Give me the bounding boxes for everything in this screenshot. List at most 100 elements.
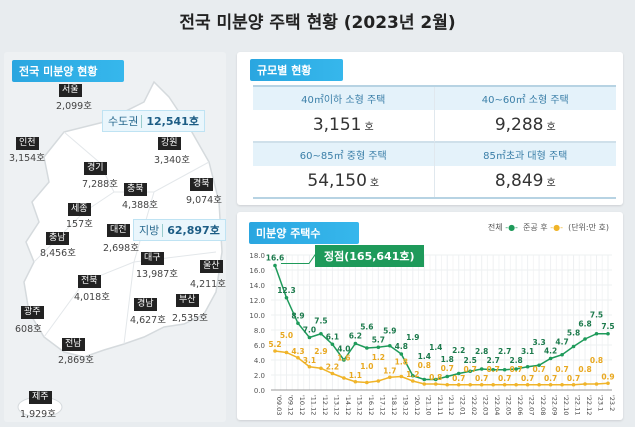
region-value: 3,154호: [9, 153, 45, 164]
data-label: 2.5: [464, 356, 477, 365]
data-point: [525, 364, 530, 369]
region-value: 3,340호: [154, 155, 190, 166]
region-value: 7,288호: [82, 179, 118, 190]
provinces-summary: 지방 62,897호: [133, 219, 226, 241]
data-point: [342, 358, 346, 362]
data-point: [502, 382, 507, 387]
region-value: 1,929호: [20, 409, 56, 420]
data-point: [273, 349, 277, 353]
data-label: 4.3: [291, 347, 304, 356]
data-label: 1.7: [383, 366, 396, 375]
size-cell: 85㎡초과 대형 주택 8,849 호: [434, 143, 616, 197]
data-point: [445, 382, 450, 387]
region-label: 인천: [16, 137, 39, 150]
data-label: 0.7: [475, 374, 488, 383]
region-label: 강원: [158, 137, 181, 150]
region-value: 2,099호: [56, 101, 92, 112]
unit: 호: [546, 178, 556, 189]
size-label: 40㎡이하 소형 주택: [253, 87, 434, 110]
data-point: [594, 382, 599, 386]
data-label: 7.0: [303, 326, 316, 335]
data-point: [296, 355, 300, 360]
data-label: 6.8: [578, 320, 591, 329]
data-label: 4.8: [395, 342, 408, 351]
data-label: 3.1: [303, 356, 316, 365]
size-panel: 규모별 현황 40㎡이하 소형 주택 3,151 호 40~60㎡ 소형 주택 9,2…: [237, 52, 623, 205]
unit: 호: [364, 122, 374, 133]
data-point: [307, 364, 312, 369]
region-value: 4,627호: [130, 315, 166, 326]
x-tick-label: '22.05: [505, 395, 513, 415]
x-tick-label: '22.03: [482, 395, 490, 415]
region-label: 충남: [46, 232, 69, 245]
x-tick-label: '09.03: [275, 395, 283, 415]
region-label: 제주: [29, 391, 52, 404]
data-label: 0.7: [567, 374, 580, 383]
data-label: 4.0: [337, 345, 350, 354]
data-label: 5.2: [268, 340, 281, 349]
size-number: 54,150: [307, 171, 367, 191]
size-header: 규모별 현황: [250, 59, 343, 81]
x-tick-label: '22.08: [539, 395, 547, 415]
data-label: 1.1: [349, 371, 362, 380]
data-point: [594, 331, 599, 336]
data-point: [296, 321, 300, 326]
region-value: 2,698호: [103, 243, 139, 254]
x-tick-label: '19.12: [401, 395, 409, 415]
data-point: [376, 345, 381, 350]
legend-completed: 준공 후: [523, 223, 548, 232]
size-cell: 60~85㎡ 중형 주택 54,150 호: [253, 143, 435, 197]
data-label: 0.7: [487, 365, 500, 374]
region-label: 광주: [21, 306, 44, 319]
region-value: 2,869호: [58, 355, 94, 366]
size-number: 8,849: [494, 171, 544, 191]
data-label: 1.9: [406, 333, 419, 342]
data-label: 2.2: [452, 346, 465, 355]
x-tick-label: '22.07: [528, 395, 536, 415]
region-label: 부산: [176, 294, 199, 307]
page-title: 전국 미분양 주택 현황 (2023년 2월): [179, 13, 456, 33]
data-point: [388, 375, 392, 380]
region-label: 울산: [200, 260, 223, 273]
size-cell: 40㎡이하 소형 주택 3,151 호: [253, 87, 435, 143]
size-value: 9,288 호: [435, 110, 617, 141]
x-tick-label: '16.12: [367, 395, 375, 415]
y-tick-label: 16.0: [249, 267, 265, 275]
data-label: 3.1: [521, 347, 534, 356]
region-label: 경남: [134, 298, 157, 311]
y-tick-label: 10.0: [249, 312, 265, 320]
chart-panel: 미분양 주택수 전체 -●- 준공 후 -●- (단위:만 호) 0.0 2.0 4…: [237, 212, 623, 420]
unit: 호: [369, 178, 380, 189]
data-label: 7.5: [601, 322, 614, 331]
data-point: [365, 380, 369, 385]
data-label: 1.0: [360, 362, 373, 371]
data-label: 0.7: [555, 365, 568, 374]
data-label: 5.0: [280, 331, 293, 340]
data-label: 1.2: [372, 353, 385, 362]
data-point: [514, 382, 518, 387]
size-number: 9,288: [494, 115, 544, 135]
data-label: 0.8: [418, 361, 431, 370]
data-label: 7.5: [314, 317, 327, 326]
y-tick-label: 8.0: [254, 327, 265, 335]
data-point: [422, 377, 427, 382]
size-label: 40~60㎡ 소형 주택: [434, 87, 616, 110]
x-tick-label: '22.09: [551, 395, 559, 415]
legend-completed-marker-icon: -●-: [550, 223, 563, 232]
data-label: 5.7: [372, 335, 385, 344]
x-tick-label: '22.06: [516, 395, 524, 415]
data-label: 0.8: [578, 365, 591, 374]
x-tick-label: '21.10: [424, 395, 432, 415]
x-tick-label: '22.02: [470, 395, 478, 415]
x-tick-label: '11.12: [309, 395, 317, 415]
data-point: [479, 382, 484, 387]
size-label: 85㎡초과 대형 주택: [434, 143, 616, 166]
data-label: 0.7: [498, 374, 511, 383]
data-point: [456, 382, 461, 387]
data-point: [445, 374, 450, 379]
region-label: 전남: [62, 338, 85, 351]
data-label: 1.4: [429, 343, 442, 352]
data-point: [422, 382, 427, 386]
data-label: 0.7: [452, 374, 465, 383]
series-line: [274, 265, 608, 381]
